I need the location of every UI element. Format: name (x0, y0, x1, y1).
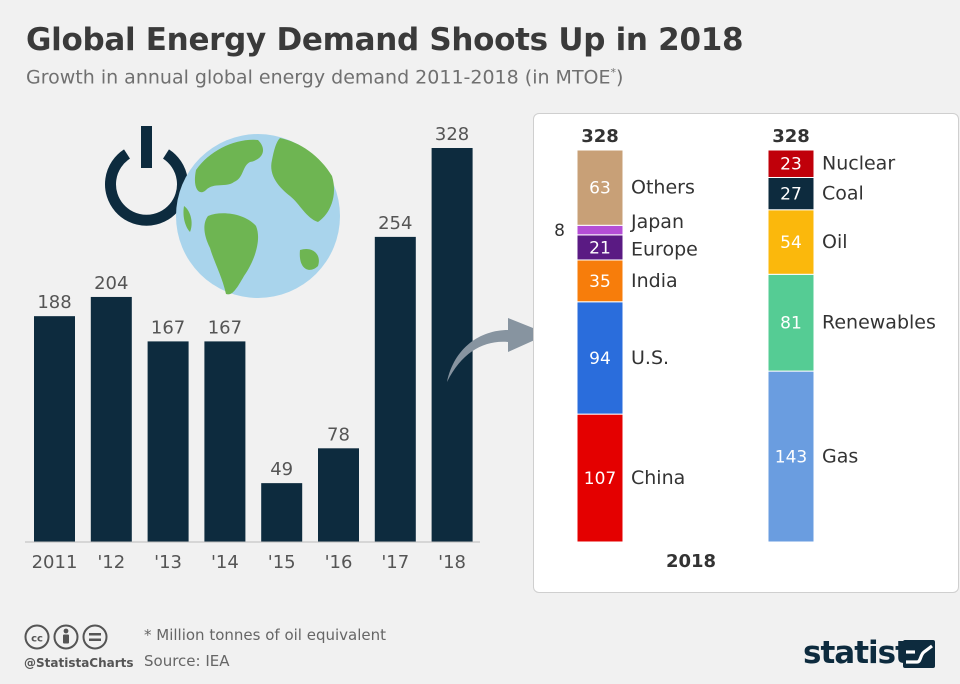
segment-name-label: Japan (630, 211, 684, 233)
segment-value-label: 21 (589, 238, 611, 258)
breakdown-panel: 328 107 China 94 U.S. 35 India 21 Europe 8 Japan 63… (533, 113, 959, 593)
bar (318, 448, 359, 542)
segment-name-label: Coal (822, 183, 864, 205)
segment-name-label: Oil (822, 231, 848, 253)
segment-value-label: 27 (780, 185, 802, 205)
stacks-group: 328 107 China 94 U.S. 35 India 21 Europe 8 Japan 63… (554, 126, 936, 543)
power-icon (105, 126, 188, 226)
segment-name-label: Europe (631, 238, 698, 260)
x-tick-label: 2011 (32, 552, 78, 573)
segment-value-label: 35 (589, 272, 611, 292)
stack-segment (576, 234, 624, 261)
stack-segment (767, 149, 815, 178)
bar-value-label: 167 (208, 317, 242, 338)
segment-name-label: Gas (822, 446, 858, 468)
bar (261, 483, 303, 542)
segment-name-label: Renewables (822, 312, 936, 334)
stack-total-label: 328 (772, 126, 810, 147)
license-icons: cc (24, 624, 108, 650)
x-tick-label: '18 (438, 552, 466, 573)
footnote: * Million tonnes of oil equivalent (144, 626, 386, 644)
bar (204, 341, 246, 542)
bar-value-label: 188 (37, 292, 71, 313)
segment-value-label: 23 (780, 155, 802, 175)
segment-value-label: 63 (589, 179, 611, 199)
chart-subtitle: Growth in annual global energy demand 20… (26, 66, 623, 88)
segment-name-label: China (631, 467, 685, 489)
stack-segment (576, 259, 624, 303)
bars-group: 188 2011 204 '12 167 '13 167 '14 49 '15 78 '16 254 '1… (32, 124, 473, 573)
segment-name-label: India (631, 270, 678, 292)
bar (374, 236, 416, 542)
bar (147, 341, 189, 542)
stack-segment (576, 413, 624, 543)
statista-handle: @StatistaCharts (24, 656, 134, 670)
cc-icon: cc (24, 624, 50, 650)
stack-segment (576, 149, 624, 226)
x-tick-label: '15 (268, 552, 296, 573)
subtitle-end: ) (616, 66, 624, 89)
annual-demand-bar-chart: 188 2011 204 '12 167 '13 167 '14 49 '15 78 '16 254 '1… (25, 124, 533, 573)
segment-name-label: U.S. (631, 347, 669, 369)
breakdown-stacked-chart: 328 107 China 94 U.S. 35 India 21 Europe 8 Japan 63… (554, 126, 936, 572)
x-tick-label: '17 (381, 552, 409, 573)
stack-segment (576, 301, 624, 415)
segment-name-label: Others (631, 177, 695, 199)
segment-value-label: 107 (584, 469, 616, 489)
by-icon (53, 624, 79, 650)
arrow-icon (447, 318, 533, 382)
stack-segment (767, 176, 815, 211)
bar-value-label: 49 (270, 459, 293, 480)
x-tick-label: '13 (154, 552, 182, 573)
chart-title: Global Energy Demand Shoots Up in 2018 (26, 22, 744, 58)
subtitle-text: Growth in annual global energy demand 20… (26, 66, 611, 89)
equal-icon (82, 624, 108, 650)
bar-value-label: 204 (94, 273, 128, 294)
segment-name-label: Nuclear (822, 153, 895, 175)
stack-segment (576, 224, 624, 236)
x-tick-label: '12 (97, 552, 125, 573)
source-note: Source: IEA (144, 652, 230, 670)
segment-value-label: 8 (554, 221, 565, 241)
globe-icon (176, 134, 340, 298)
stack-segment (767, 209, 815, 275)
subtitle-footnote-mark: * (610, 66, 617, 79)
bar (34, 316, 75, 542)
x-tick-label: '16 (325, 552, 353, 573)
bar-value-label: 167 (151, 317, 185, 338)
bar-value-label: 254 (378, 213, 412, 234)
bar (90, 296, 132, 542)
stack-segment (767, 370, 815, 543)
stack-segment (767, 273, 815, 372)
bar (431, 148, 473, 542)
segment-value-label: 94 (589, 349, 611, 369)
bar-value-label: 78 (327, 424, 350, 445)
segment-value-label: 81 (780, 314, 802, 334)
x-tick-label: '14 (211, 552, 239, 573)
panel-category-label: 2018 (666, 551, 716, 572)
stack-total-label: 328 (581, 126, 619, 147)
segment-value-label: 54 (780, 233, 802, 253)
svg-text:cc: cc (31, 634, 43, 645)
statista-logo-icon (903, 640, 935, 668)
segment-value-label: 143 (775, 448, 807, 468)
bar-value-label: 328 (435, 124, 469, 145)
